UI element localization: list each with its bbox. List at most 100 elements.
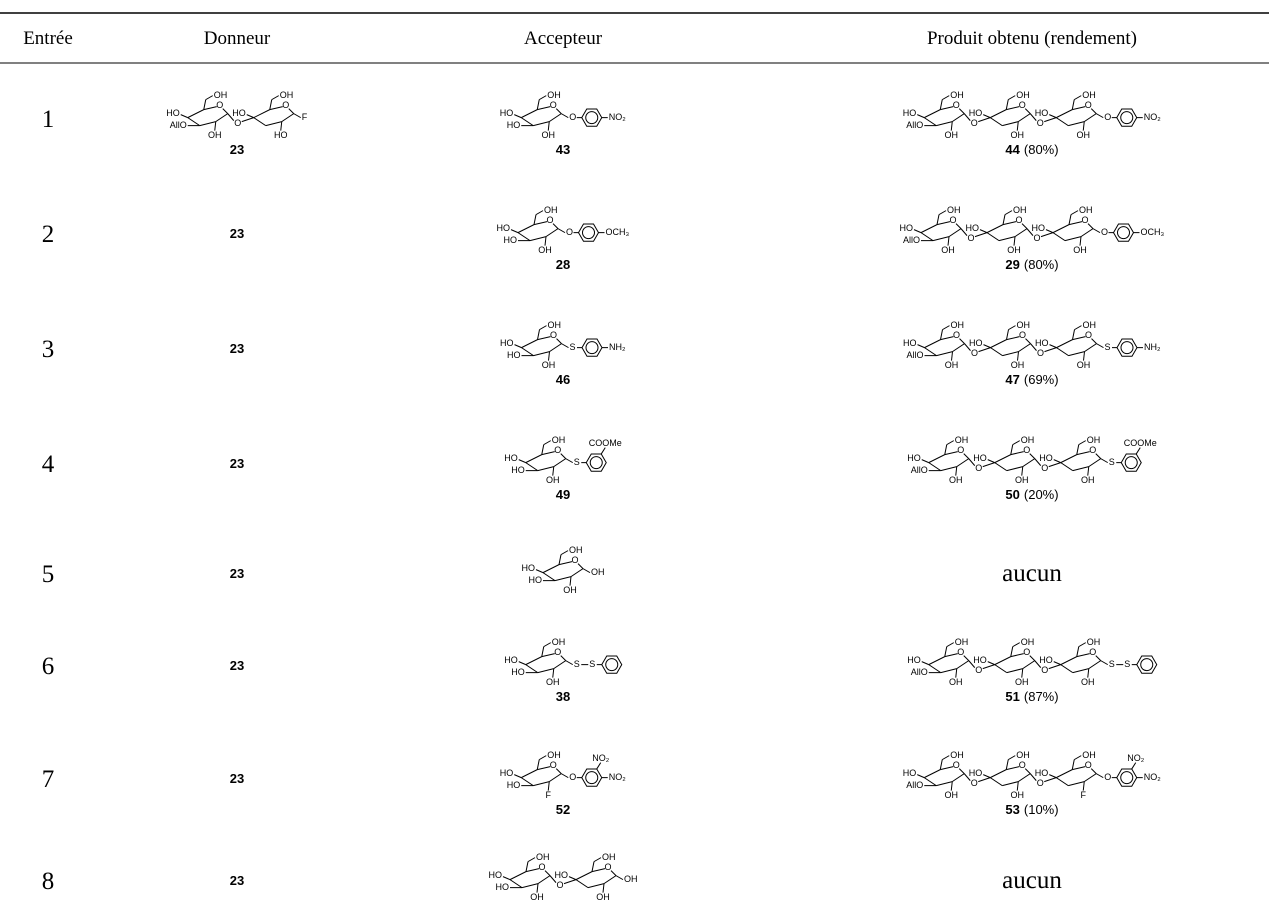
bond	[561, 773, 569, 779]
bond	[921, 661, 929, 666]
bond	[1135, 447, 1141, 455]
bond	[1068, 214, 1072, 225]
aryl-ring	[1120, 453, 1142, 472]
bond	[963, 655, 970, 661]
atom-label: OH	[1079, 205, 1093, 215]
bond	[520, 117, 534, 127]
bond	[591, 868, 606, 873]
bond	[575, 871, 593, 881]
atom-label: OH	[548, 320, 562, 330]
bond	[964, 343, 971, 351]
bond	[1002, 214, 1006, 225]
bond	[1034, 660, 1042, 668]
aryl-ring	[1120, 111, 1134, 125]
atom-label: HO	[900, 223, 914, 233]
bond	[983, 344, 991, 349]
bond	[1072, 466, 1089, 472]
bond	[1052, 224, 1070, 234]
atom-label: O	[1104, 112, 1111, 122]
bond	[537, 106, 551, 111]
aryl-ring	[601, 655, 623, 674]
atom-label: AllO	[906, 780, 923, 790]
bond	[1070, 210, 1079, 216]
atom-label: HO	[555, 870, 569, 880]
atom-label: OH	[1077, 130, 1091, 140]
atom-label: HO	[274, 130, 288, 140]
atom-label: OH	[596, 892, 610, 902]
atom-label: O	[546, 215, 553, 225]
bond	[994, 664, 1008, 674]
compound-label: 44 (80%)	[1005, 142, 1058, 157]
atom-label: OH	[1081, 677, 1095, 687]
bond	[1056, 339, 1073, 349]
entry-number: 7	[42, 766, 55, 793]
aryl-ring	[589, 456, 603, 470]
bond	[536, 883, 539, 893]
compound-label: 23	[230, 771, 244, 786]
bond	[979, 229, 988, 234]
bond	[603, 875, 617, 885]
atom-label: O	[216, 100, 223, 110]
bond	[1034, 458, 1042, 466]
compound-number: 52	[556, 802, 570, 817]
bond	[1068, 221, 1083, 226]
header-cell: Donneur	[204, 28, 271, 49]
bond	[502, 876, 511, 881]
bond	[1064, 236, 1082, 242]
atom-label: O	[953, 760, 960, 770]
bond	[944, 653, 958, 658]
atom-label: O	[1023, 445, 1030, 455]
atom-label: OH	[546, 677, 560, 687]
atom-label: AllO	[911, 667, 928, 677]
bond	[1052, 232, 1066, 242]
bond	[1076, 444, 1080, 455]
bond	[558, 554, 562, 565]
compound-label: 51 (87%)	[1005, 689, 1058, 704]
atom-label: O	[1037, 348, 1044, 358]
bond	[555, 768, 562, 774]
aryl-ring	[1124, 456, 1138, 470]
atom-label: NO₂	[592, 753, 610, 763]
bond	[548, 773, 562, 783]
bond	[537, 336, 551, 341]
bond	[520, 777, 534, 787]
yield: (80%)	[1024, 257, 1059, 272]
compound-number: 23	[230, 226, 244, 241]
atom-label: OH	[1011, 790, 1025, 800]
bond	[1004, 210, 1013, 216]
bond	[963, 773, 971, 781]
bond	[947, 236, 950, 246]
bond	[1068, 351, 1085, 357]
bond	[1025, 338, 1031, 344]
atom-label: HO	[496, 882, 510, 892]
bond	[1049, 114, 1057, 119]
bond	[955, 668, 958, 678]
atom-label: HO	[511, 667, 525, 677]
atom-label: OH	[949, 677, 963, 687]
atom-label: HO	[1039, 453, 1053, 463]
bond	[978, 117, 991, 123]
atom-label: OH	[1087, 435, 1101, 445]
yield: (87%)	[1024, 689, 1059, 704]
atom-label: O	[957, 647, 964, 657]
bond	[923, 117, 937, 127]
compound-label: 23	[230, 142, 244, 157]
bond	[187, 117, 201, 127]
atom-label: HO	[903, 768, 917, 778]
bond	[1060, 454, 1077, 464]
bond	[978, 777, 991, 783]
bond	[199, 121, 216, 127]
atom-label: HO	[504, 235, 518, 245]
atom-label: O	[554, 445, 561, 455]
bond	[928, 462, 942, 472]
entry-number: 6	[42, 653, 55, 680]
bond	[1053, 661, 1061, 666]
bond	[1026, 228, 1034, 236]
atom-label: O	[1023, 647, 1030, 657]
compound-label: 28	[556, 257, 570, 272]
atom-label: HO	[504, 453, 518, 463]
